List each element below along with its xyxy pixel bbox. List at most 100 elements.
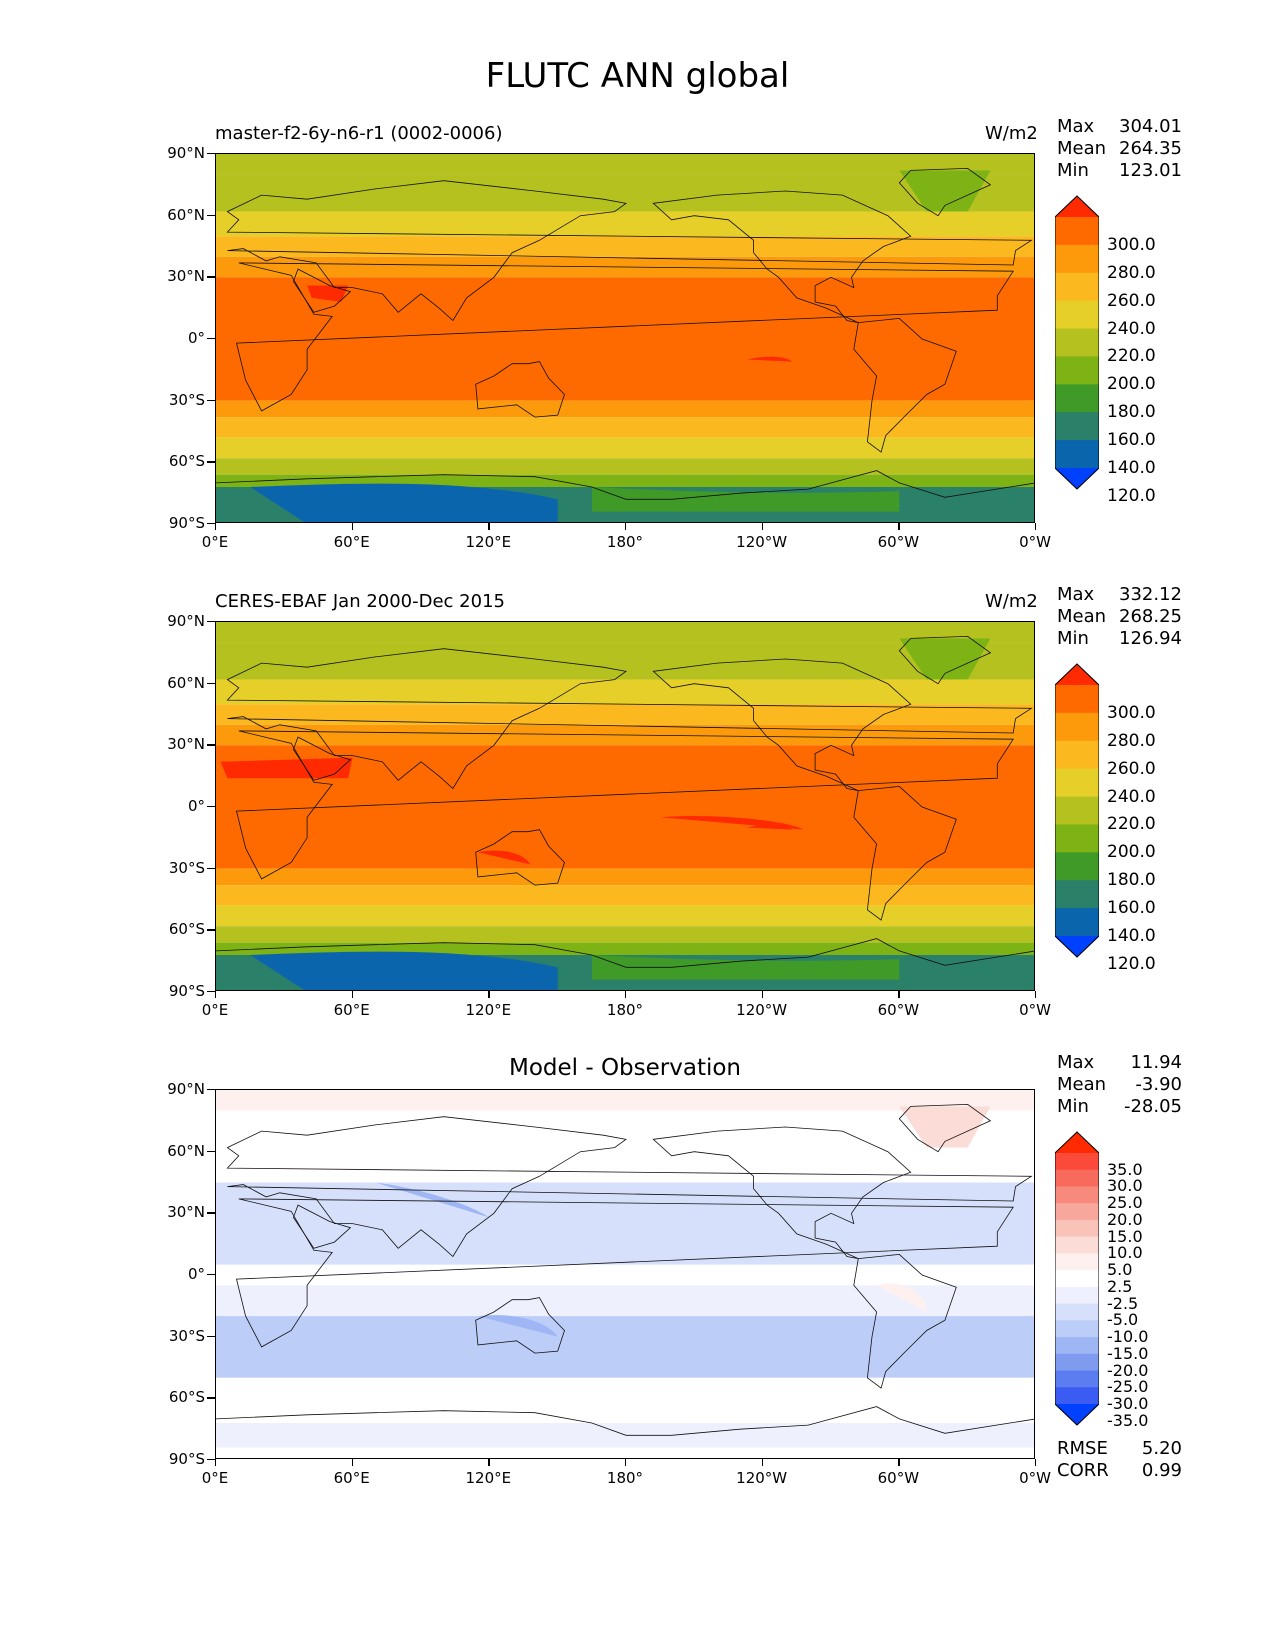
stats-reference: Max 332.12 Mean 268.25 Min 126.94 bbox=[1057, 584, 1182, 650]
colorbar-segment bbox=[1055, 356, 1099, 385]
coastline bbox=[652, 658, 912, 791]
y-tick-mark bbox=[207, 621, 215, 623]
x-tick-mark bbox=[215, 991, 217, 998]
colorbar-segment bbox=[1055, 1337, 1099, 1355]
y-tick-label: 60°S bbox=[168, 452, 205, 471]
colorbar-tick-label: 120.0 bbox=[1107, 485, 1156, 506]
stats-diff-extra: RMSE 5.20 CORR 0.99 bbox=[1057, 1438, 1182, 1482]
y-tick-mark bbox=[207, 214, 215, 216]
stat-label: Min bbox=[1057, 160, 1089, 181]
colorbar-tick-label: -15.0 bbox=[1107, 1343, 1149, 1363]
x-tick-label: 60°E bbox=[333, 1001, 370, 1019]
colorbar-segment bbox=[1055, 1153, 1099, 1171]
x-tick-label: 60°W bbox=[877, 533, 920, 551]
colorbar-tick-label: 280.0 bbox=[1107, 262, 1156, 283]
warm-sahara-field bbox=[220, 757, 353, 779]
y-tick-label: 30°N bbox=[167, 1203, 205, 1222]
y-tick-label: 60°S bbox=[168, 1388, 205, 1407]
colorbar-tick-label: 300.0 bbox=[1107, 234, 1156, 255]
colorbar-segment bbox=[1055, 412, 1099, 441]
x-tick-label: 120°E bbox=[465, 1469, 512, 1487]
antarctic-plateau-field bbox=[250, 951, 558, 990]
coastline bbox=[475, 829, 565, 886]
colorbar-tick-label: -20.0 bbox=[1107, 1360, 1149, 1380]
colorbar-tick-label: -30.0 bbox=[1107, 1394, 1149, 1413]
stat-corr: 0.99 bbox=[1141, 1460, 1182, 1481]
field-band bbox=[216, 1090, 1034, 1111]
colorbar-outline bbox=[1055, 663, 1099, 958]
colorbar-tick-label: 15.0 bbox=[1107, 1226, 1143, 1246]
y-tick-label: 30°S bbox=[168, 1326, 205, 1345]
y-tick-label: 30°N bbox=[167, 267, 205, 286]
y-tick-mark bbox=[207, 929, 215, 931]
colorbar-segment bbox=[1055, 796, 1099, 826]
colorbar-tick-label: 200.0 bbox=[1107, 374, 1156, 395]
x-tick-mark bbox=[351, 1459, 353, 1466]
panel-reference: CERES-EBAF Jan 2000-Dec 2015 W/m2 bbox=[0, 0, 1275, 612]
colorbar-segment bbox=[1055, 712, 1099, 742]
panel-reference-title: CERES-EBAF Jan 2000-Dec 2015 bbox=[215, 591, 505, 612]
colorbar-tick-label: 220.0 bbox=[1107, 346, 1156, 367]
y-tick-mark bbox=[207, 806, 215, 808]
colorbar-segment bbox=[1055, 217, 1099, 246]
y-tick-label: 30°S bbox=[168, 858, 205, 877]
y-tick-mark bbox=[207, 461, 215, 463]
x-tick-mark bbox=[625, 1459, 627, 1466]
warm-pool-field bbox=[660, 815, 804, 830]
panel-test-title: master-f2-6y-n6-r1 (0002-0006) bbox=[215, 123, 503, 144]
coastline bbox=[226, 648, 1033, 790]
y-tick-mark bbox=[207, 276, 215, 278]
field-band bbox=[216, 679, 1034, 705]
colorbar-segment bbox=[1055, 244, 1099, 274]
field-band bbox=[216, 1447, 1034, 1458]
x-tick-mark bbox=[898, 991, 900, 998]
colorbar-tick-label: -5.0 bbox=[1107, 1310, 1139, 1330]
warm-australia-field bbox=[477, 850, 531, 865]
colorbar-tick-label: -25.0 bbox=[1107, 1377, 1149, 1397]
coastline bbox=[853, 317, 957, 453]
colorbar-outline bbox=[1055, 195, 1099, 490]
y-tick-mark bbox=[207, 338, 215, 340]
y-tick-label: 30°N bbox=[167, 735, 205, 754]
x-tick-mark bbox=[625, 523, 627, 530]
stat-label: Max bbox=[1057, 584, 1095, 605]
y-tick-label: 0° bbox=[187, 1265, 205, 1283]
field-band bbox=[216, 211, 1034, 237]
colorbar-test bbox=[1055, 195, 1099, 490]
stat-mean: 264.35 bbox=[1119, 138, 1182, 159]
y-tick-label: 60°N bbox=[167, 1141, 205, 1160]
warm-arabia-field bbox=[307, 285, 349, 302]
colorbar-tick-label: 20.0 bbox=[1107, 1209, 1143, 1229]
colorbar-tick-label: -10.0 bbox=[1107, 1327, 1149, 1347]
x-tick-mark bbox=[898, 523, 900, 530]
y-tick-label: 0° bbox=[187, 329, 205, 347]
colorbar-tick-label: 35.0 bbox=[1107, 1159, 1143, 1179]
y-tick-mark bbox=[207, 1212, 215, 1214]
colorbar-segment bbox=[1055, 1219, 1099, 1238]
field-band bbox=[216, 622, 1034, 643]
x-tick-mark bbox=[215, 523, 217, 530]
colorbar-segment bbox=[1055, 440, 1099, 469]
colorbar-segment bbox=[1055, 852, 1099, 881]
x-tick-mark bbox=[898, 1459, 900, 1466]
coastline bbox=[898, 635, 992, 685]
map-diff bbox=[215, 1089, 1035, 1459]
x-tick-label: 60°W bbox=[877, 1469, 920, 1487]
colorbar-tick-label: 200.0 bbox=[1107, 842, 1156, 863]
colorbar-tick-label: 280.0 bbox=[1107, 730, 1156, 751]
field-band bbox=[216, 642, 1034, 680]
y-tick-mark bbox=[207, 399, 215, 401]
colorbar-tick-label: 140.0 bbox=[1107, 926, 1156, 946]
panel-reference-units: W/m2 bbox=[985, 591, 1038, 612]
x-tick-mark bbox=[1035, 1459, 1037, 1466]
y-tick-label: 60°N bbox=[167, 205, 205, 224]
field-band bbox=[216, 1402, 1034, 1423]
panel-diff-title: Model - Observation bbox=[508, 1055, 742, 1081]
colorbar-tick-label: 220.0 bbox=[1107, 814, 1156, 835]
stat-label: Min bbox=[1057, 628, 1089, 649]
y-tick-mark bbox=[207, 1274, 215, 1276]
colorbar-reference bbox=[1055, 663, 1099, 958]
y-tick-mark bbox=[207, 1089, 215, 1091]
stat-label: CORR bbox=[1057, 1460, 1109, 1481]
coastline bbox=[475, 1297, 565, 1354]
